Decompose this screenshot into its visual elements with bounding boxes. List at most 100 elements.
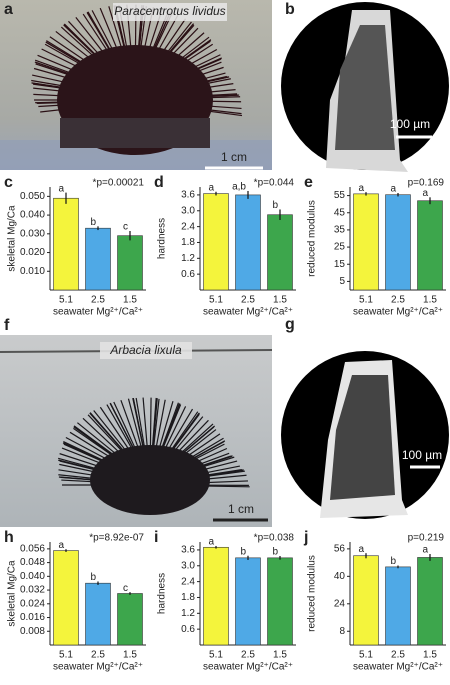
y-tick-label: 3.6 [181,545,195,556]
annotation: p=0.169 [408,178,445,189]
y-tick-label: 0.030 [20,228,45,239]
y-tick-label: 0.040 [20,210,45,221]
x-tick-label: 2.5 [391,650,405,661]
y-tick-label: 1.8 [181,237,195,248]
scale-label: 100 µm [390,117,430,131]
bar [267,214,293,291]
panel-letter: d [154,174,164,191]
y-tick-label: 1.2 [181,253,195,264]
annotation: *p=0.00021 [93,178,145,189]
significance-letter: b [90,217,96,228]
y-tick-label: 15 [334,259,346,270]
bar [385,566,411,646]
y-tick-label: 2.4 [181,221,195,232]
scale-label: 1 cm [221,150,247,164]
y-tick-label: 0.032 [20,585,45,596]
y-tick-label: 1.8 [181,592,195,603]
significance-letter: a [422,545,428,556]
x-axis-label: seawater Mg²⁺/Ca²⁺ [53,307,143,318]
scale-label: 100 µm [402,448,442,462]
species-label: Paracentrotus lividus [114,4,225,18]
y-tick-label: 45 [334,207,346,218]
y-tick-label: 0.016 [20,612,45,623]
x-axis-label: seawater Mg²⁺/Ca²⁺ [53,662,143,673]
x-tick-label: 1.5 [273,650,287,661]
significance-letter: a [208,182,214,193]
y-tick-label: 55 [334,190,346,201]
y-axis-label: hardness [157,573,168,614]
x-tick-label: 2.5 [91,295,105,306]
photo-f: Arbacia lixula 1 cm f [0,317,273,527]
y-tick-label: 0.048 [20,557,45,568]
x-tick-label: 2.5 [241,650,255,661]
panel-letter: a [4,1,13,18]
bar [203,546,229,646]
significance-letter: a [358,183,364,194]
annotation: p=0.219 [408,533,445,544]
significance-letter: b [272,547,278,558]
bar [85,227,111,291]
x-tick-label: 1.5 [123,295,137,306]
x-tick-label: 2.5 [391,295,405,306]
y-tick-label: 0.020 [20,247,45,258]
x-tick-label: 5.1 [59,295,73,306]
significance-letter: b [390,556,396,567]
significance-letter: b [90,572,96,583]
x-tick-label: 1.5 [423,295,437,306]
panel-letter: c [4,174,13,191]
bar [117,593,143,646]
y-tick-label: 3.0 [181,560,195,571]
significance-letter: a [358,544,364,555]
y-tick-label: 3.6 [181,190,195,201]
bar [385,194,411,291]
y-tick-label: 40 [334,571,346,582]
panel-letter: j [303,529,308,546]
x-tick-label: 5.1 [359,295,373,306]
x-tick-label: 5.1 [209,295,223,306]
panel-letter: g [285,316,295,333]
bar [117,235,143,291]
significance-letter: a,b [232,182,246,193]
annotation: *p=0.044 [254,178,295,189]
y-tick-label: 0.024 [20,598,45,609]
species-label: Arbacia lixula [109,343,182,357]
significance-letter: a [58,183,64,194]
y-tick-label: 8 [339,626,345,637]
y-tick-label: 24 [334,598,346,609]
x-tick-label: 2.5 [241,295,255,306]
photo-g: 100 µm g [281,316,449,519]
y-tick-label: 0.6 [181,269,195,280]
y-tick-label: 0.056 [20,544,45,555]
panel-letter: f [4,317,10,334]
y-tick-label: 5 [339,276,345,287]
scale-label: 1 cm [228,502,254,516]
y-tick-label: 0.050 [20,191,45,202]
panel-letter: e [304,174,313,191]
bar [235,557,261,646]
x-axis-label: seawater Mg²⁺/Ca²⁺ [353,662,443,673]
panel-letter: b [285,1,295,18]
bar [267,557,293,646]
y-tick-label: 2.4 [181,576,195,587]
y-tick-label: 0.010 [20,266,45,277]
photo-b: 100 µm b [281,1,449,172]
y-tick-label: 0.6 [181,624,195,635]
bar [53,197,79,291]
x-tick-label: 5.1 [209,650,223,661]
panel-letter: h [4,529,14,546]
bar [85,582,111,646]
bar [203,193,229,291]
significance-letter: a [422,188,428,199]
bar [417,200,443,291]
significance-letter: a [208,537,214,548]
x-axis-label: seawater Mg²⁺/Ca²⁺ [203,662,293,673]
y-tick-label: 1.2 [181,608,195,619]
y-tick-label: 0.040 [20,571,45,582]
x-tick-label: 1.5 [423,650,437,661]
bar [353,555,379,646]
significance-letter: b [240,546,246,557]
y-axis-label: skeletal Mg/Ca [7,205,18,272]
bar [417,557,443,646]
x-tick-label: 5.1 [359,650,373,661]
